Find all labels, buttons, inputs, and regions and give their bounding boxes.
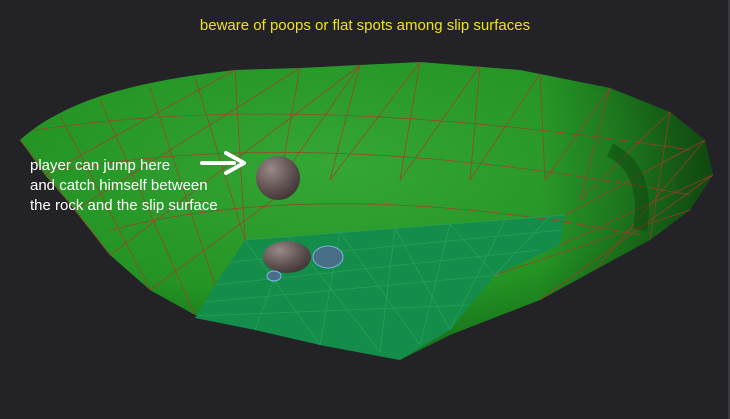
floor-mesh: [197, 214, 566, 353]
rock-blue-right[interactable]: [312, 245, 344, 269]
rock-upper[interactable]: [256, 156, 300, 200]
annotation-line-2: and catch himself between: [30, 177, 208, 194]
annotation-line-3: the rock and the slip surface: [30, 197, 218, 214]
rim-shadow: [606, 143, 649, 232]
rock-lower[interactable]: [263, 241, 311, 273]
rock-blue-small[interactable]: [266, 270, 282, 282]
mesh-wireframe: [19, 61, 714, 316]
annotation-note: player can jump here and catch himself b…: [30, 156, 218, 216]
right-arrow-icon: [200, 151, 246, 175]
viewport-caption: beware of poops or flat spots among slip…: [199, 17, 531, 34]
bowl-shading: [20, 62, 713, 360]
annotation-line-1: player can jump here: [30, 157, 171, 174]
